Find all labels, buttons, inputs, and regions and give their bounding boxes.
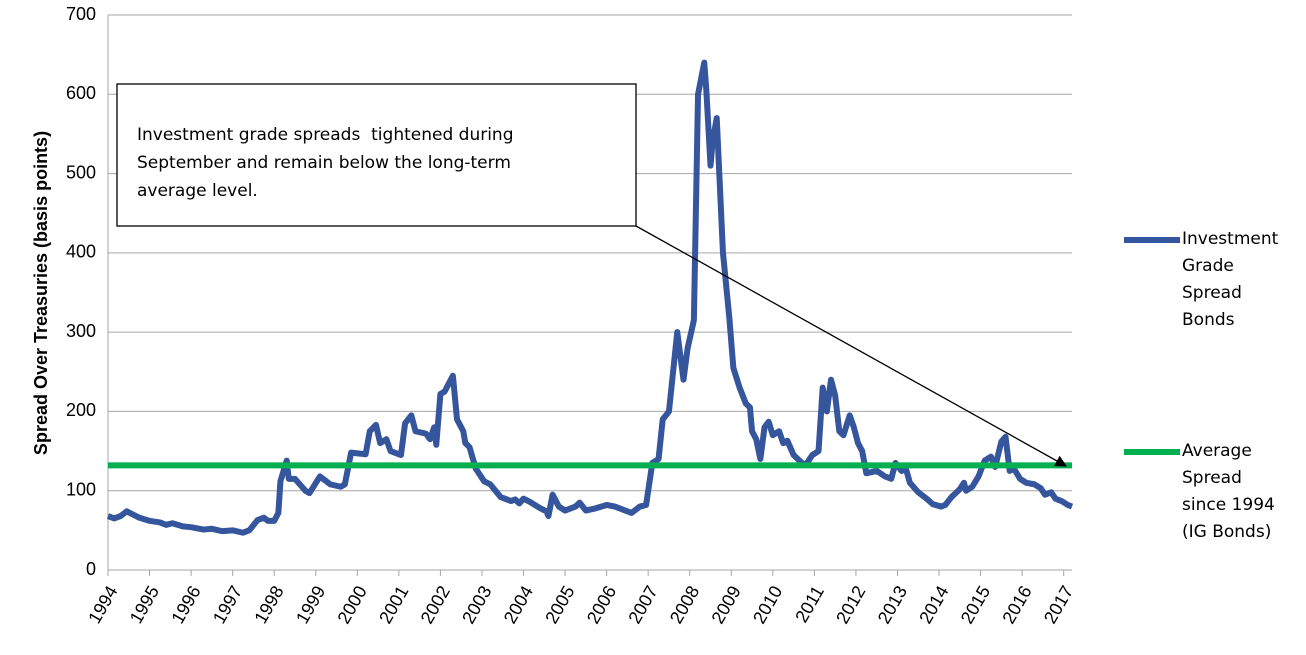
x-tick-label: 2011 [791, 582, 828, 626]
annotation-arrow [635, 225, 1068, 467]
legend-entry: Average Spread since 1994 (IG Bonds) [1182, 441, 1275, 542]
y-tick-label: 200 [66, 400, 96, 420]
x-tick-label: 1997 [209, 582, 246, 627]
annotation-text: Investment grade spreads tightened durin… [137, 125, 514, 145]
legend-label: Investment Grade Spread Bonds [1182, 229, 1279, 330]
x-tick-label: 2000 [334, 582, 371, 627]
legend-label: Average Spread since 1994 (IG Bonds) [1182, 441, 1275, 542]
x-tick-label: 2016 [998, 582, 1035, 627]
y-tick-label: 400 [66, 242, 96, 262]
x-tick-label: 2008 [666, 582, 703, 627]
y-tick-label: 600 [66, 83, 96, 103]
x-tick-label: 2002 [417, 582, 454, 627]
x-tick-label: 2007 [624, 582, 661, 627]
y-tick-label: 500 [66, 162, 96, 182]
annotation-text: average level. [137, 181, 258, 201]
x-tick-label: 1994 [84, 582, 121, 627]
y-tick-label: 100 [66, 479, 96, 499]
y-axis-label: Spread Over Treasuries (basis points) [31, 131, 51, 455]
x-tick-label: 2001 [375, 582, 412, 627]
x-tick-label: 1995 [126, 582, 163, 627]
y-tick-label: 0 [86, 559, 96, 579]
x-tick-label: 2015 [957, 582, 994, 627]
x-tick-label: 1998 [250, 582, 287, 627]
x-tick-label: 2014 [915, 582, 952, 627]
x-tick-label: 2009 [708, 582, 745, 627]
x-tick-label: 2004 [500, 582, 537, 627]
x-tick-label: 2006 [583, 582, 620, 627]
y-tick-label: 700 [66, 4, 96, 24]
x-tick-label: 2003 [458, 582, 495, 627]
y-tick-label: 300 [66, 321, 96, 341]
legend-entry: Investment Grade Spread Bonds [1182, 229, 1279, 330]
x-tick-label: 2012 [832, 582, 869, 627]
x-tick-label: 2017 [1040, 582, 1077, 627]
x-tick-label: 1996 [167, 582, 204, 627]
annotation-box [116, 83, 637, 227]
x-tick-label: 2013 [874, 582, 911, 627]
annotation-text: September and remain below the long-term [137, 153, 511, 173]
x-tick-label: 1999 [292, 582, 329, 627]
x-tick-label: 2005 [541, 582, 578, 627]
x-tick-label: 2010 [749, 582, 786, 627]
